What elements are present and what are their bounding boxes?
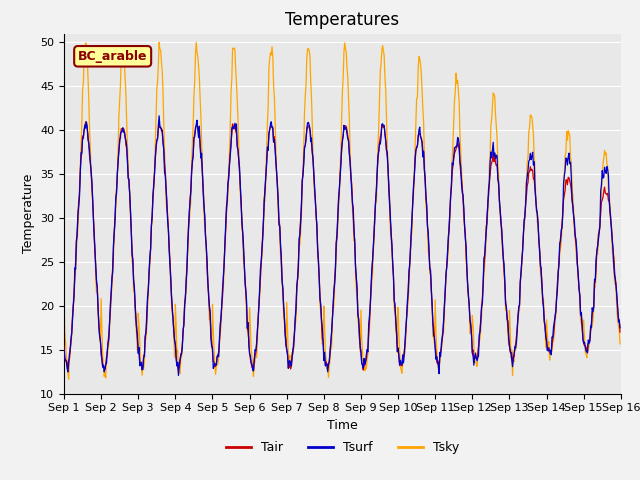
Legend: Tair, Tsurf, Tsky: Tair, Tsurf, Tsky [221, 436, 464, 459]
Y-axis label: Temperature: Temperature [22, 174, 35, 253]
Text: BC_arable: BC_arable [78, 50, 147, 63]
Title: Temperatures: Temperatures [285, 11, 399, 29]
X-axis label: Time: Time [327, 419, 358, 432]
